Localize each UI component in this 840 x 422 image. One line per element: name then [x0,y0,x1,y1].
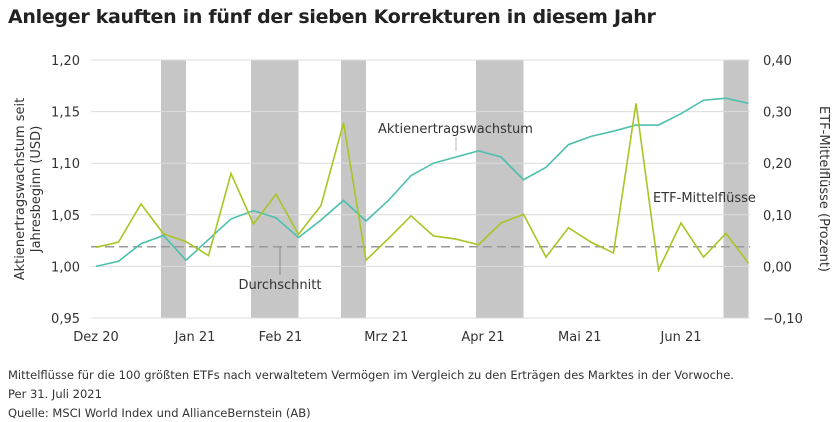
y-tick-label: 0,95 [51,312,80,327]
etf-flows-label: ETF-Mittelflüsse [653,191,756,206]
chart-title: Anleger kauften in fünf der sieben Korre… [8,6,656,28]
correction-band [161,60,186,318]
y2-tick-label: 0,00 [763,260,792,275]
y2-tick-label: 0,10 [763,209,792,224]
y-tick-label: 1,15 [51,106,80,121]
etf-flows-line [95,103,750,273]
x-tick-label: Feb 21 [259,330,303,345]
x-tick-label: Mai 21 [558,330,601,345]
equity-return-label: Aktienertragswachstum [378,122,533,137]
y2-axis-title: ETF-Mittelflüsse (Prozent) [816,106,831,272]
y-axis-title-line2: Jahresbeginn (USD) [29,126,44,254]
y-tick-label: 1,10 [51,157,80,172]
footnote-description: Mittelflüsse für die 100 größten ETFs na… [8,368,734,382]
footnote-date: Per 31. Juli 2021 [8,387,102,401]
x-tick-label: Apr 21 [461,330,504,345]
footnote-source: Quelle: MSCI World Index und AllianceBer… [8,406,311,420]
y2-tick-label: 0,40 [763,54,792,69]
y-tick-label: 1,20 [51,54,80,69]
y-tick-label: 1,05 [51,209,80,224]
x-tick-label: Jun 21 [660,330,702,345]
y-tick-label: 1,00 [51,260,80,275]
chart-svg: 1,20 0,40 1,15 0,30 1,10 0,20 1,05 0,10 1,00 0,00… [13,54,831,345]
equity-return-line [95,97,749,268]
x-tick-label: Jan 21 [174,330,216,345]
y-axis-title-line1: Aktienertragswachstum seit [13,98,28,281]
correction-band [251,60,299,318]
average-label: Durchschnitt [239,278,322,293]
x-tick-label: Mrz 21 [364,330,408,345]
y2-tick-label: −0,10 [763,312,803,327]
y2-tick-label: 0,30 [763,106,792,121]
y2-tick-label: 0,20 [763,157,792,172]
correction-band [476,60,524,318]
correction-band [341,60,366,318]
x-tick-label: Dez 20 [73,330,119,345]
